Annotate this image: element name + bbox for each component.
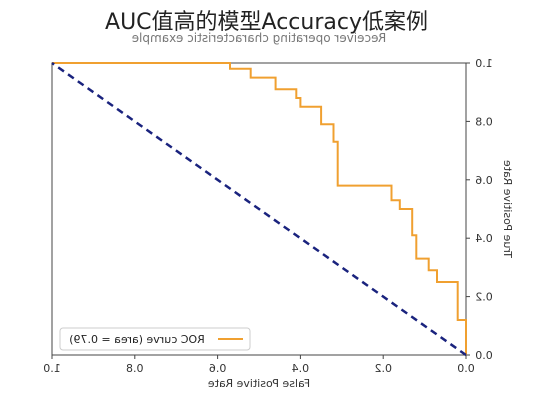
x-tick-label: 0.0 bbox=[457, 362, 475, 375]
x-tick-label: 0.8 bbox=[126, 362, 144, 375]
x-tick-label: 0.2 bbox=[374, 362, 392, 375]
plot-frame bbox=[51, 62, 467, 356]
chart-title: Receiver operating characteristic exampl… bbox=[132, 31, 387, 45]
series-diagonal-reference bbox=[51, 61, 467, 357]
page-title: AUC值高的模型Accuracy低案例 bbox=[105, 10, 428, 35]
y-axis-label: True Positive Rate bbox=[501, 160, 514, 259]
axis-ticks: 0.0 0.2 0.4 0.6 0.8 1.0 0.0 0.2 0.4 0.6 0.8 1.0 bbox=[43, 57, 493, 375]
legend-box bbox=[59, 327, 251, 351]
y-tick-label: 0.8 bbox=[475, 115, 493, 128]
x-tick-label: 0.6 bbox=[209, 362, 227, 375]
y-tick-label: 0.6 bbox=[475, 174, 493, 187]
y-tick-label: 0.4 bbox=[475, 232, 493, 245]
y-tick-label: 0.0 bbox=[475, 349, 493, 362]
legend: ROC curve (area = 0.79) bbox=[59, 327, 251, 351]
y-tick-label: 0.2 bbox=[475, 291, 493, 304]
legend-entry-roc: ROC curve (area = 0.79) bbox=[69, 333, 205, 346]
series-lines bbox=[51, 61, 467, 357]
series-roc-curve bbox=[52, 62, 467, 355]
x-tick-label: 0.4 bbox=[292, 362, 310, 375]
y-tick-label: 1.0 bbox=[475, 57, 493, 70]
x-axis-label: False Positive Rate bbox=[208, 377, 310, 390]
x-tick-label: 1.0 bbox=[43, 362, 61, 375]
